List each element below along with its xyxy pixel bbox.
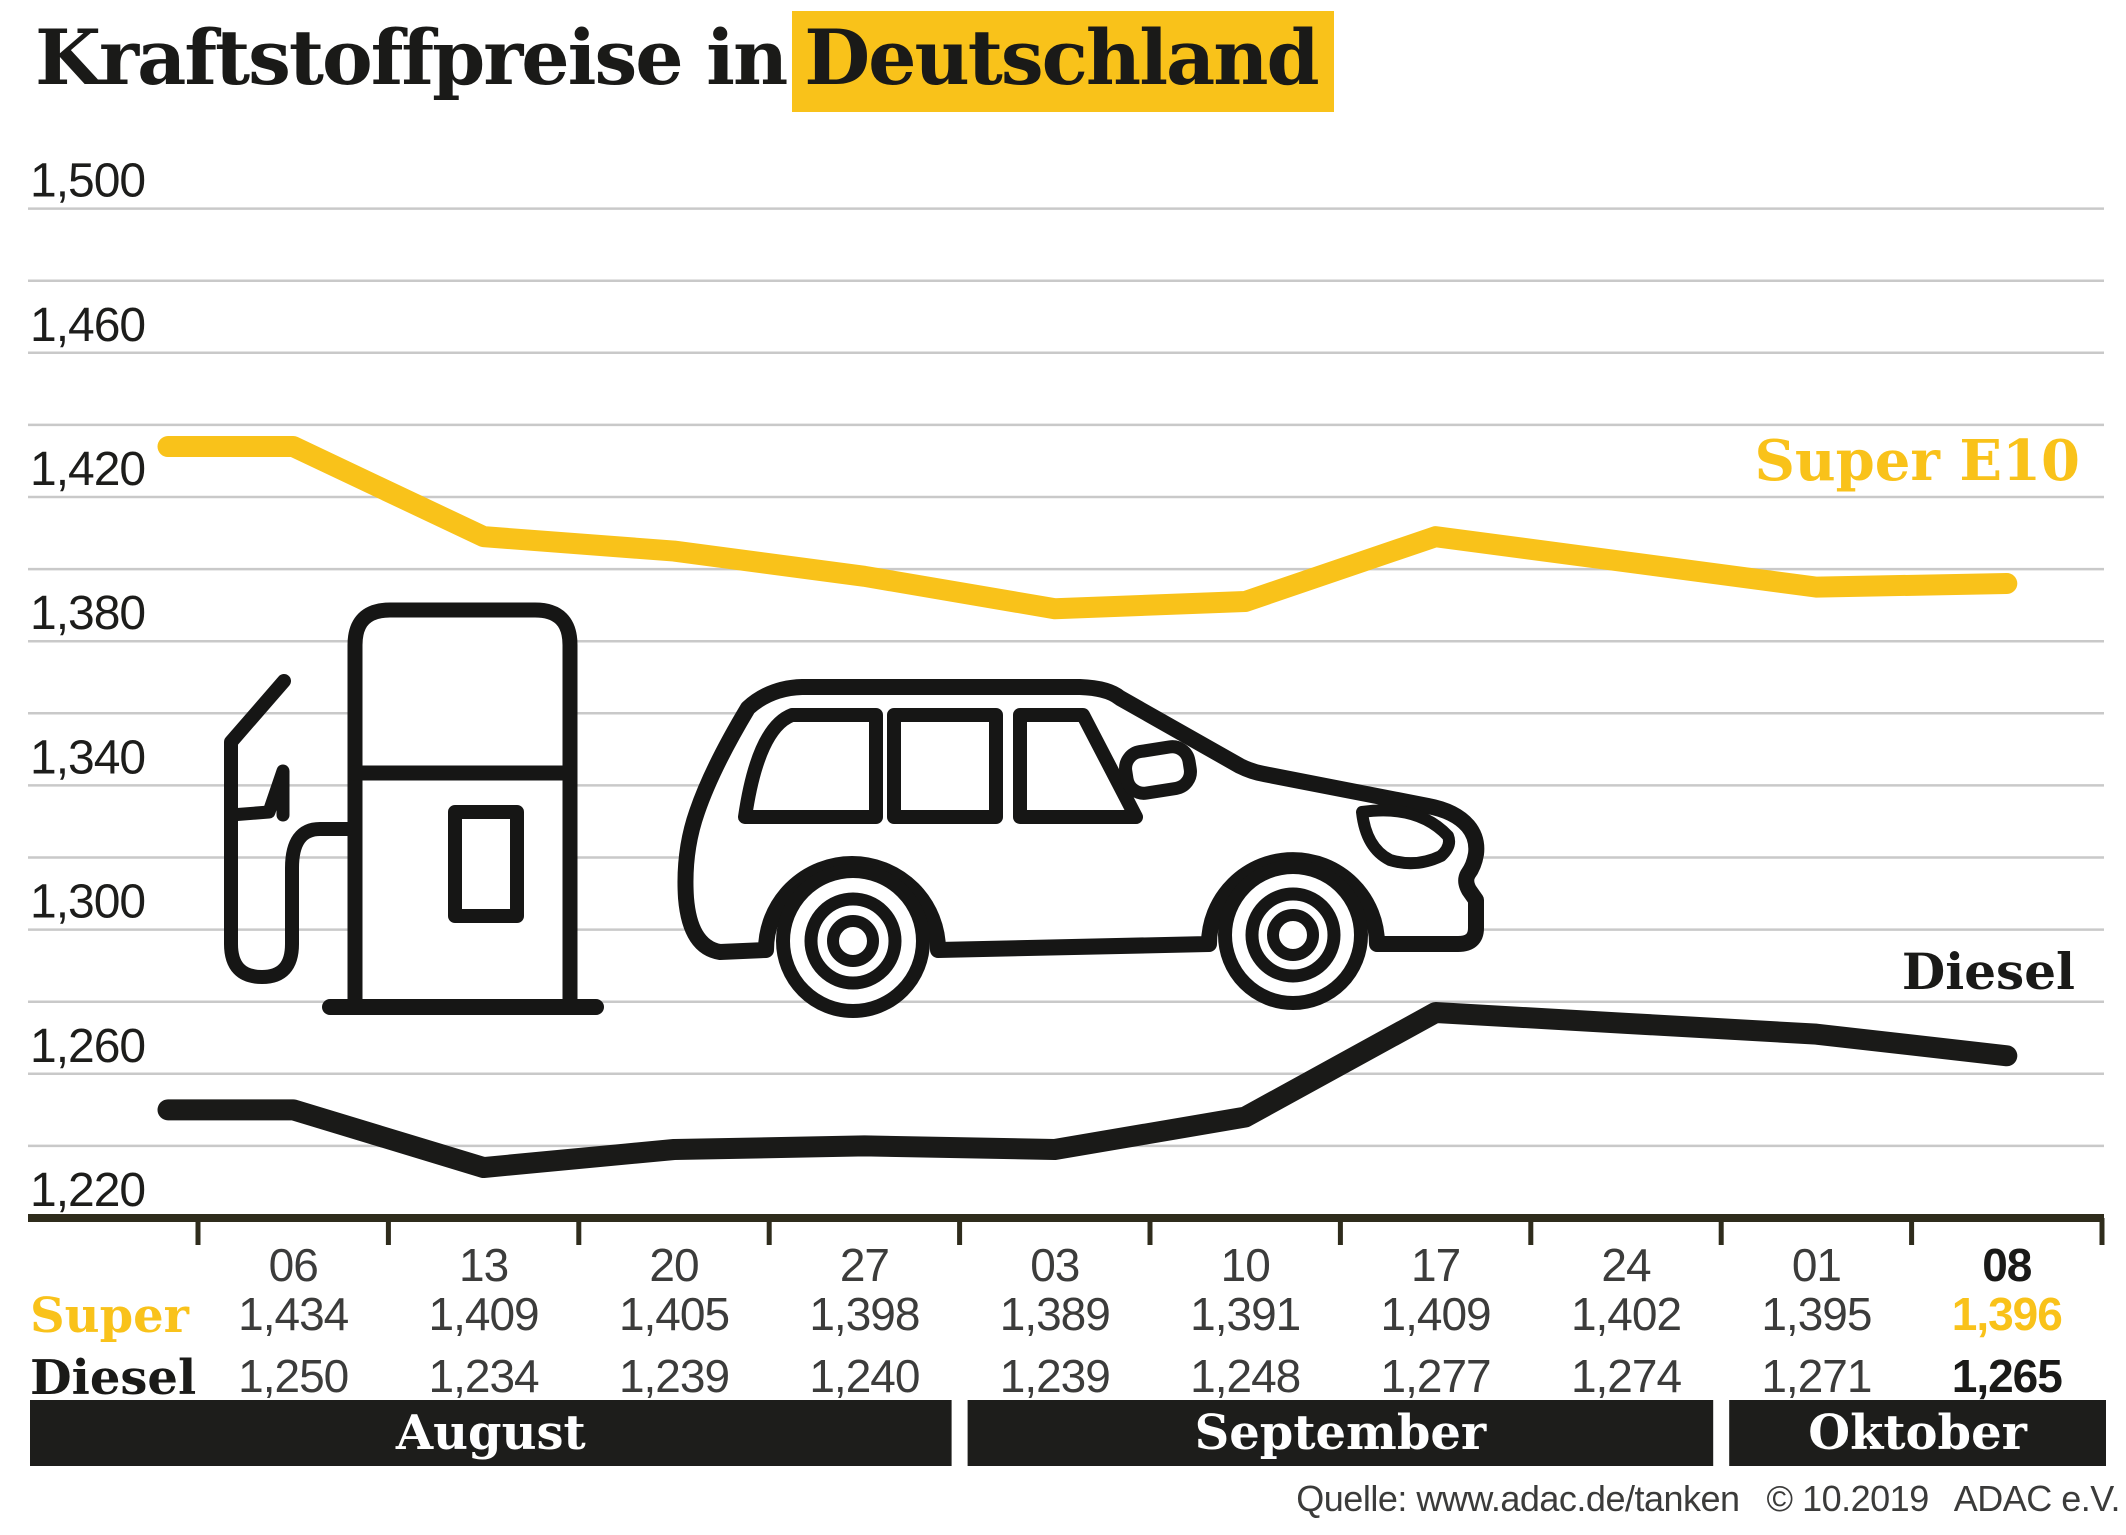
y-axis-label: 1,220: [30, 1164, 145, 1217]
table-cell-diesel: 1,239: [1000, 1350, 1110, 1402]
x-date-label: 20: [649, 1239, 698, 1291]
source-note: Quelle: www.adac.de/tanken © 10.2019 ADA…: [1296, 1478, 2120, 1519]
table-row-label-diesel: Diesel: [30, 1350, 197, 1406]
x-axis-tick: [957, 1218, 963, 1245]
table-cell-super: 1,402: [1571, 1288, 1681, 1340]
month-bars: August September Oktober: [30, 1400, 2106, 1466]
table-cell-super: 1,434: [238, 1288, 349, 1340]
x-date-label: 03: [1030, 1239, 1079, 1291]
x-axis-tick: [766, 1218, 772, 1245]
x-date-label: 01: [1792, 1239, 1841, 1291]
car-window-front: [1013, 708, 1143, 824]
table-cell-super: 1,398: [809, 1288, 919, 1340]
car-window-rear: [738, 708, 883, 824]
month-bar: [967, 1400, 1714, 1466]
table-row-label-super: Super: [30, 1288, 189, 1344]
table-cell-super: 1,396: [1952, 1288, 2062, 1340]
series-line-super-e10: [157, 436, 2018, 620]
month-bar: [30, 1400, 952, 1466]
x-axis-tick: [1337, 1218, 1343, 1245]
x-axis-line: [28, 1214, 2104, 1222]
month-label: September: [1195, 1405, 1487, 1461]
table-cell-super: 1,409: [1381, 1288, 1491, 1340]
month-label: August: [395, 1405, 586, 1461]
y-axis-label: 1,260: [30, 1020, 145, 1073]
series-line-diesel: [157, 1002, 2018, 1179]
pump-hose: [224, 674, 364, 984]
car-icon: [677, 679, 1485, 1018]
y-axis-label: 1,380: [30, 587, 145, 640]
pump-nozzle-handle: [224, 764, 290, 822]
x-axis-tick: [1718, 1218, 1724, 1245]
table-cell-super: 1,395: [1761, 1288, 1871, 1340]
table-cell-diesel: 1,265: [1952, 1350, 2063, 1402]
month-label: Oktober: [1808, 1405, 2027, 1461]
table-cell-super: 1,405: [619, 1288, 729, 1340]
car-headlight: [1356, 804, 1456, 870]
title-prefix: Kraftstoffpreise in: [35, 13, 788, 102]
table-cell-diesel: 1,240: [809, 1350, 919, 1402]
y-axis-label: 1,300: [30, 876, 145, 929]
table-cell-diesel: 1,274: [1571, 1350, 1682, 1402]
car-wheel-rear: [776, 864, 930, 1018]
x-date-label: 08: [1982, 1239, 2032, 1291]
table-cell-diesel: 1,234: [429, 1350, 540, 1402]
x-date-labels: 06 13 20 27 03 10 17 24 01 08: [269, 1239, 2033, 1291]
car-wheel-front: [1218, 860, 1368, 1010]
x-date-label: 10: [1221, 1239, 1270, 1291]
x-date-label: 24: [1601, 1239, 1651, 1291]
value-table: 1,434 1,409 1,405 1,398 1,389 1,391 1,409 1,402…: [238, 1288, 2063, 1402]
table-cell-diesel: 1,277: [1381, 1350, 1491, 1402]
fuel-pump-icon: [224, 602, 604, 1015]
table-cell-super: 1,389: [1000, 1288, 1110, 1340]
x-date-label: 27: [840, 1239, 889, 1291]
car-mirror: [1119, 740, 1197, 800]
y-axis-label: 1,420: [30, 443, 145, 496]
y-axis-labels: 1,500 1,460 1,420 1,380 1,340 1,300 1,260 1,220: [30, 155, 146, 1217]
pump-display: [448, 805, 524, 923]
page-title: Kraftstoffpreise in Deutschland: [35, 10, 1334, 112]
y-axis-label: 1,340: [30, 731, 145, 784]
table-cell-diesel: 1,248: [1190, 1350, 1300, 1402]
y-axis-label: 1,460: [30, 299, 145, 352]
x-axis-tick: [576, 1218, 582, 1245]
x-axis-tick: [385, 1218, 391, 1245]
car-window-middle: [887, 708, 1003, 824]
series-lines: [157, 436, 2018, 1179]
x-axis-tick: [195, 1218, 201, 1245]
y-axis-label: 1,500: [30, 155, 145, 208]
table-cell-diesel: 1,250: [238, 1350, 348, 1402]
legend-super-e10: Super E10: [1754, 428, 2080, 494]
x-date-label: 06: [269, 1239, 318, 1291]
x-axis-tick: [1147, 1218, 1153, 1245]
legend-diesel: Diesel: [1901, 942, 2075, 1001]
x-axis-tick: [2099, 1218, 2105, 1245]
table-cell-super: 1,391: [1190, 1288, 1300, 1340]
x-date-label: 13: [459, 1239, 508, 1291]
table-cell-super: 1,409: [429, 1288, 539, 1340]
x-axis-tick: [1909, 1218, 1915, 1245]
x-axis: [28, 1214, 2105, 1245]
month-bar: [1729, 1400, 2106, 1466]
table-cell-diesel: 1,239: [619, 1350, 729, 1402]
x-axis-tick: [1528, 1218, 1534, 1245]
title-highlight: Deutschland: [792, 11, 1334, 112]
x-date-label: 17: [1411, 1239, 1460, 1291]
table-cell-diesel: 1,271: [1761, 1350, 1871, 1402]
